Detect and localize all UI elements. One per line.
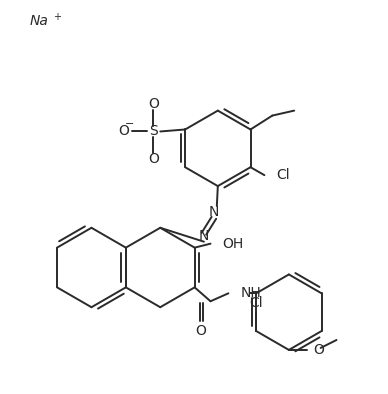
Text: O: O — [195, 324, 206, 338]
Text: N: N — [199, 229, 209, 243]
Text: Na: Na — [29, 14, 48, 28]
Text: S: S — [149, 125, 158, 138]
Text: O: O — [148, 97, 159, 111]
Text: NH: NH — [240, 286, 261, 300]
Text: O: O — [314, 343, 324, 357]
Text: Cl: Cl — [276, 168, 290, 182]
Text: O: O — [148, 152, 159, 166]
Text: N: N — [209, 205, 219, 219]
Text: OH: OH — [222, 237, 244, 251]
Text: Cl: Cl — [249, 296, 263, 310]
Text: −: − — [125, 119, 134, 128]
Text: O: O — [118, 125, 129, 138]
Text: +: + — [53, 12, 61, 22]
